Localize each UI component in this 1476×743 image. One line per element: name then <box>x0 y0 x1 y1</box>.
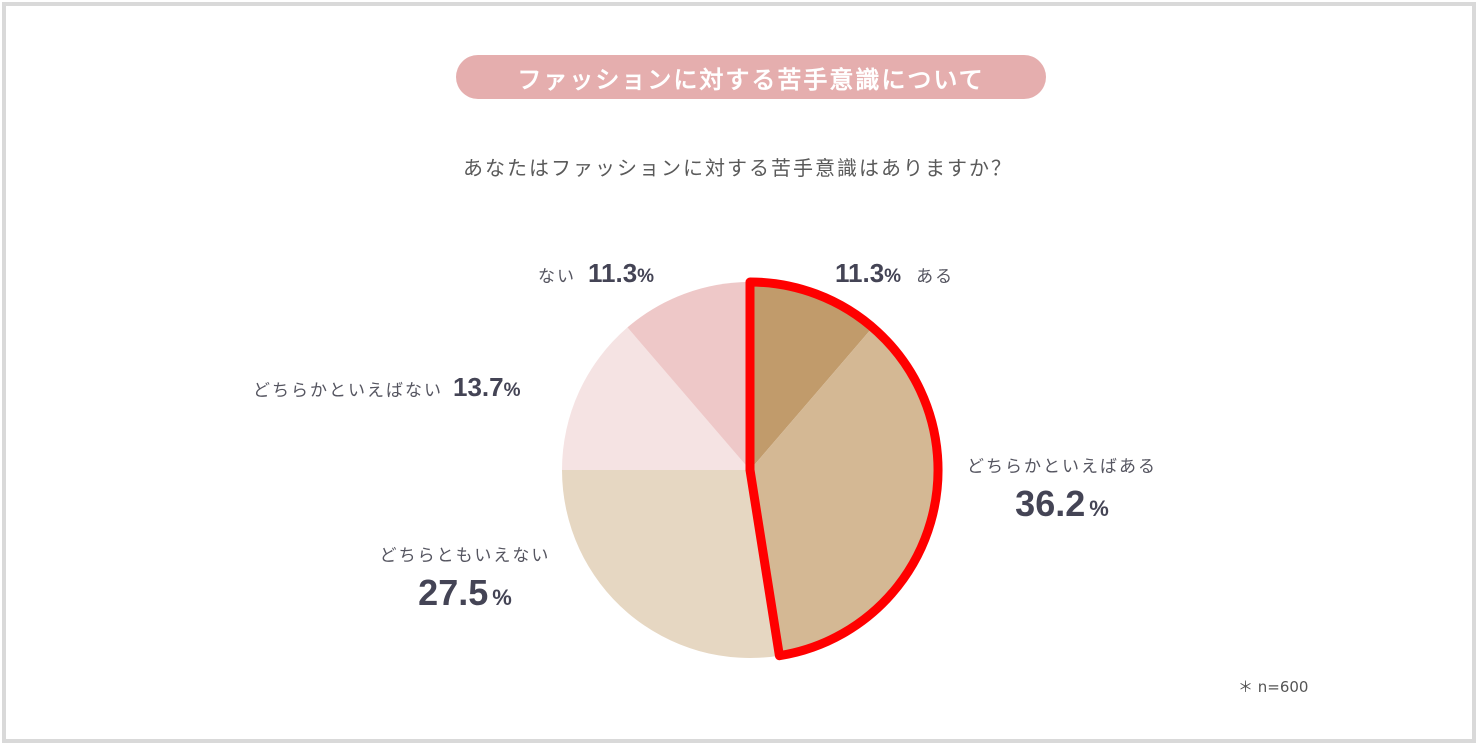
pct-dochiraka-aru: % <box>1089 496 1109 521</box>
highlight-outline <box>745 277 943 661</box>
label-aru: 11.3% ある <box>835 258 954 289</box>
value-dochiraka-nai: 13.7 <box>453 372 504 402</box>
label-nai: ない 11.3% <box>538 258 654 289</box>
pie-slice-3 <box>562 327 750 470</box>
value-dochiratomo: 27.5 <box>418 572 489 613</box>
pie-slice-0 <box>750 282 873 470</box>
survey-question: あなたはファッションに対する苦手意識はありますか？ <box>463 156 1013 180</box>
chart-title: ファッションに対する苦手意識について <box>456 55 1046 99</box>
category-dochiraka-aru: どちらかといえばある <box>967 457 1157 477</box>
label-dochiraka-aru: どちらかといえばある 36.2% <box>962 452 1162 525</box>
category-dochiratomo: どちらともいえない <box>379 546 551 566</box>
pie-slices <box>562 282 938 659</box>
category-nai: ない <box>538 267 576 287</box>
category-aru: ある <box>916 267 955 287</box>
value-nai: 11.3 <box>588 258 638 288</box>
label-dochiraka-nai: どちらかといえばない 13.7% <box>253 372 521 403</box>
label-dochiratomo: どちらともいえない 27.5% <box>370 541 560 614</box>
pie-slice-4 <box>627 282 750 470</box>
pct-dochiraka-nai: % <box>503 380 521 401</box>
category-dochiraka-nai: どちらかといえばない <box>253 381 443 401</box>
pie-slice-1 <box>750 327 938 656</box>
pie-slice-2 <box>562 470 780 659</box>
pct-aru: % <box>884 266 902 287</box>
value-aru: 11.3 <box>835 258 885 288</box>
value-dochiraka-aru: 36.2 <box>1015 483 1086 524</box>
sample-size-note: ＊ n=600 <box>1238 678 1309 696</box>
pct-dochiratomo: % <box>492 585 512 610</box>
pct-nai: % <box>637 266 655 287</box>
